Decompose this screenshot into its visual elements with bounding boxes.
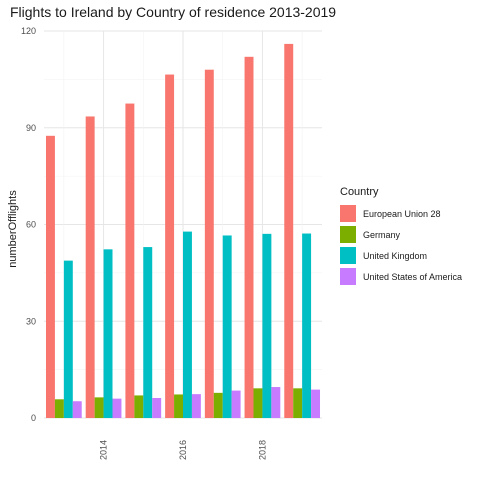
x-axis-ticks: 2014 2016 2018 xyxy=(99,440,268,460)
bar-united-kingdom-2016 xyxy=(183,231,192,418)
bar-germany-2014 xyxy=(94,397,104,418)
bar-germany-2013 xyxy=(54,399,64,418)
bar-united-states-of-america-2019 xyxy=(311,389,321,418)
legend: Country European Union 28 Germany United K… xyxy=(340,186,462,287)
bar-united-states-of-america-2015 xyxy=(152,398,162,418)
legend-item-germany: Germany xyxy=(340,224,462,245)
bar-germany-2017 xyxy=(213,392,223,418)
legend-item-european-union-28: European Union 28 xyxy=(340,203,462,224)
bar-united-states-of-america-2014 xyxy=(112,398,122,418)
bar-united-kingdom-2015 xyxy=(143,247,153,418)
bar-germany-2015 xyxy=(134,395,144,418)
bar-united-states-of-america-2013 xyxy=(72,401,82,418)
bar-united-kingdom-2019 xyxy=(302,233,312,418)
bar-united-states-of-america-2017 xyxy=(231,390,241,418)
bar-european-union-28-2015 xyxy=(125,103,135,418)
bar-european-union-28-2016 xyxy=(165,74,175,418)
bar-united-states-of-america-2016 xyxy=(191,394,201,418)
x-tick-label: 2016 xyxy=(178,440,188,460)
legend-title: Country xyxy=(340,186,379,198)
bar-united-kingdom-2017 xyxy=(222,235,232,418)
bar-european-union-28-2014 xyxy=(85,116,95,419)
y-axis-label: numberOfflights xyxy=(7,190,19,268)
legend-swatch xyxy=(340,226,356,243)
bar-germany-2018 xyxy=(253,388,263,418)
bar-united-kingdom-2014 xyxy=(103,249,113,418)
bar-united-kingdom-2018 xyxy=(262,233,272,418)
bar-european-union-28-2019 xyxy=(284,43,294,419)
legend-swatch xyxy=(340,268,356,285)
bar-european-union-28-2013 xyxy=(45,135,55,418)
y-tick-label: 90 xyxy=(26,123,36,133)
x-tick-label: 2018 xyxy=(257,440,267,460)
chart-title: Flights to Ireland by Country of residen… xyxy=(10,4,337,20)
legend-label: United States of America xyxy=(363,271,463,282)
bar-germany-2019 xyxy=(293,388,303,418)
y-tick-label: 30 xyxy=(26,316,36,326)
legend-item-united-states-of-america: United States of America xyxy=(340,266,462,287)
legend-swatch xyxy=(340,205,356,222)
y-tick-label: 0 xyxy=(31,413,36,423)
legend-label: European Union 28 xyxy=(363,208,441,219)
legend-items: European Union 28 Germany United Kingdom Un… xyxy=(340,203,462,287)
bars xyxy=(45,43,321,419)
legend-swatch xyxy=(340,247,356,264)
y-tick-label: 60 xyxy=(26,220,36,230)
legend-label: United Kingdom xyxy=(363,250,428,261)
legend-item-united-kingdom: United Kingdom xyxy=(340,245,462,266)
bar-germany-2016 xyxy=(174,394,183,418)
x-tick-label: 2014 xyxy=(99,440,109,460)
bar-united-states-of-america-2018 xyxy=(271,387,281,418)
bar-united-kingdom-2013 xyxy=(63,260,73,418)
y-axis-ticks: 0 30 60 90 120 xyxy=(21,26,36,423)
y-tick-label: 120 xyxy=(21,26,36,36)
legend-label: Germany xyxy=(363,229,401,240)
bar-european-union-28-2018 xyxy=(244,56,254,419)
bar-european-union-28-2017 xyxy=(204,69,214,418)
